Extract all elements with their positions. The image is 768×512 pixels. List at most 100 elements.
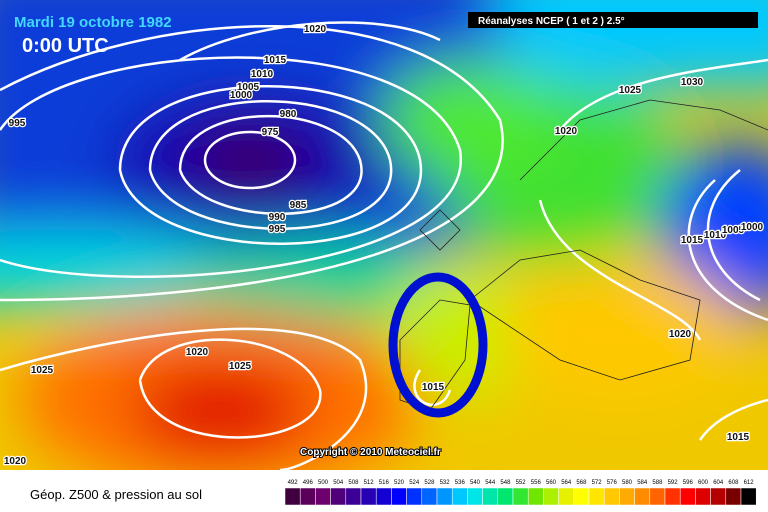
scale-swatch: [360, 487, 377, 506]
isobar-label: 1020: [304, 24, 327, 35]
scale-swatch: [634, 487, 651, 506]
color-scale: 492 496 500 504 508 512 516 520 524 528 532 536 540 5…: [284, 480, 757, 506]
copyright: Copyright © 2010 Meteociel.fr: [300, 447, 441, 458]
scale-swatch: [375, 487, 392, 506]
scale-swatch: [664, 487, 681, 506]
isobar-label: 985: [290, 200, 307, 211]
scale-swatch: [649, 487, 666, 506]
highlight-ellipse: [388, 272, 488, 418]
scale-label: 532: [440, 480, 451, 486]
scale-label: 596: [683, 480, 694, 486]
isobar-lines: [0, 21, 768, 470]
isobar-label: 1015: [264, 55, 287, 66]
scale-label: 520: [394, 480, 405, 486]
isobar-label: 1025: [619, 85, 642, 96]
scale-label: 552: [516, 480, 527, 486]
scale-swatch: [406, 487, 423, 506]
isobar-label: 1020: [186, 347, 209, 358]
scale-swatch: [451, 487, 468, 506]
scale-label: 492: [288, 480, 299, 486]
scale-label: 548: [500, 480, 511, 486]
scale-label: 576: [607, 480, 618, 486]
scale-label: 560: [546, 480, 557, 486]
scale-swatch: [345, 487, 362, 506]
isobar-label: 995: [9, 118, 26, 129]
scale-swatch: [512, 487, 529, 506]
scale-swatch: [467, 487, 483, 506]
isobar-label: 1000: [230, 90, 253, 101]
isobar-label: 1005: [237, 82, 260, 93]
scale-swatch: [330, 487, 347, 506]
scale-swatch: [299, 487, 316, 506]
source-box: [468, 12, 758, 28]
scale-label: 544: [485, 480, 496, 486]
scale-swatch: [603, 487, 620, 506]
source: Réanalyses NCEP ( 1 et 2 ) 2.5°: [478, 16, 625, 27]
scale-label: 496: [303, 480, 314, 486]
scale-swatch: [573, 487, 590, 506]
scale-swatch: [482, 487, 499, 506]
isobar-label: 995: [269, 224, 286, 235]
isobar-label: 1020: [4, 456, 27, 467]
isobar-label: 1020: [669, 329, 692, 340]
scale-swatch: [588, 487, 605, 506]
scale-swatch: [710, 487, 727, 506]
scale-label: 556: [531, 480, 542, 486]
scale-swatch: [725, 487, 742, 506]
isobar-label: 1025: [31, 365, 54, 376]
legend-title: Géop. Z500 & pression au sol: [30, 487, 202, 502]
scale-label: 604: [713, 480, 724, 486]
scale-label: 608: [728, 480, 739, 486]
scale-swatch: [695, 487, 711, 506]
scale-label: 588: [652, 480, 663, 486]
scale-swatch: [436, 487, 453, 506]
date: Mardi 19 octobre 1982: [14, 14, 172, 31]
isobar-label: 990: [269, 212, 286, 223]
scale-label: 592: [668, 480, 679, 486]
isobar-label: 1000: [741, 222, 764, 233]
scale-label: 508: [348, 480, 359, 486]
scale-label: 512: [364, 480, 375, 486]
scale-swatch: [619, 487, 635, 506]
scale-swatch: [543, 487, 559, 506]
scale-label: 504: [333, 480, 344, 486]
isobar-label: 1020: [555, 126, 578, 137]
scale-swatch: [679, 487, 696, 506]
field: 1020101510101005100099598097598599099510…: [0, 0, 768, 470]
isobar-label: 1005: [722, 225, 745, 236]
scale-label: 568: [576, 480, 587, 486]
scale-swatch: [740, 487, 757, 506]
scale-swatch: [527, 487, 544, 506]
time: 0:00 UTC: [22, 35, 109, 57]
isobar-label: 975: [262, 127, 279, 138]
scale-label: 612: [744, 480, 755, 486]
isobar-label: 1015: [727, 432, 750, 443]
scale-label: 516: [379, 480, 390, 486]
scale-label: 600: [698, 480, 709, 486]
scale-label: 528: [424, 480, 435, 486]
scale-label: 540: [470, 480, 481, 486]
scale-swatch: [284, 487, 301, 506]
scale-label: 524: [409, 480, 420, 486]
isobar-label: 1025: [229, 361, 252, 372]
scale-label: 580: [622, 480, 633, 486]
scale-label: 564: [561, 480, 572, 486]
scale-swatch: [391, 487, 407, 506]
isobar-label: 980: [280, 109, 297, 120]
scale-label: 500: [318, 480, 329, 486]
isobar-label: 1010: [251, 69, 274, 80]
isobar-label: 1010: [704, 230, 727, 241]
scale-swatch: [558, 487, 575, 506]
isobar-labels: 1020101510101005100099598097598599099510…: [3, 23, 765, 469]
scale-swatch: [421, 487, 438, 506]
scale-label: 572: [592, 480, 603, 486]
isobar-label: 1030: [681, 77, 704, 88]
scale-label: 584: [637, 480, 648, 486]
isobar-label: 1015: [422, 382, 445, 393]
coastlines: [399, 99, 768, 411]
scale-swatch: [497, 487, 514, 506]
scale-swatch: [315, 487, 331, 506]
isobar-label: 1015: [681, 235, 704, 246]
scale-label: 536: [455, 480, 466, 486]
